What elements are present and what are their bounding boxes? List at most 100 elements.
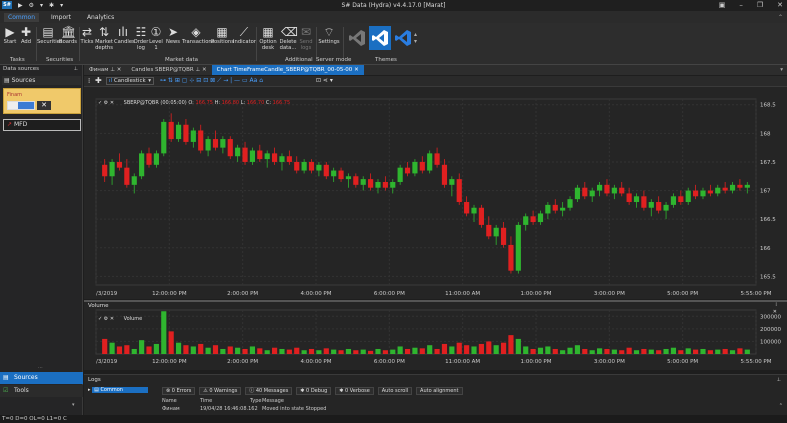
remove-source-button[interactable]: ✕ (37, 101, 51, 110)
close-icon[interactable]: ✕ (116, 67, 122, 73)
filter-warnings[interactable]: ⚠ 0 Warnings (199, 387, 242, 395)
order-log-button[interactable]: ☷ Order log (133, 25, 149, 51)
level1-button[interactable]: ① Level 1 (149, 25, 163, 51)
source-card-finam[interactable]: Finam ✕ (3, 88, 81, 114)
play-icon[interactable]: ▶ (18, 1, 23, 9)
splitter-grip[interactable]: ⋯ (38, 365, 43, 371)
option-desk-button[interactable]: ▦ Option desk (259, 25, 277, 51)
volume-x-tick-label: 6:00:00 PM (374, 359, 405, 365)
start-button[interactable]: ▶ Start (3, 25, 17, 45)
nav-tools[interactable]: ☑ Tools (0, 385, 83, 397)
auto-scroll-toggle[interactable]: Auto scroll (377, 387, 413, 395)
send-logs-button[interactable]: ✉ Send logs (299, 25, 313, 51)
filter-messages[interactable]: ⓘ 40 Messages (245, 387, 293, 395)
expand-icon[interactable]: ▸ (88, 387, 91, 393)
nav-sources[interactable]: ▤ Sources (0, 372, 83, 384)
source-item-mfd[interactable]: ↗ MFD (3, 119, 81, 131)
volume-x-tick-label: 5:55:00 PM (740, 359, 771, 365)
settings-button[interactable]: ⌔ Settings (318, 25, 340, 45)
volume-chart[interactable]: 300000 200000 100000/3/2019 12:00:00 PM 2:00… (84, 302, 787, 370)
candle-body (301, 161, 307, 171)
col-name[interactable]: Name (162, 398, 177, 404)
filter-debug[interactable]: ✱ 0 Debug (296, 387, 332, 395)
crosshair-tool-icon[interactable]: ⊶ ⇅ ⊞ ▢ ⊹ ⊟ ⊡ ⊠ ⟋ → | — ▭ Aa ⌂ (160, 77, 264, 84)
pin-icon[interactable]: ⊥ (195, 67, 201, 73)
pin-icon[interactable]: ⊥ (73, 66, 78, 72)
volume-bar (279, 348, 285, 354)
maximize-button[interactable]: ❐ (756, 1, 764, 9)
level1-icon: ① (150, 25, 162, 39)
transactions-button[interactable]: ◈ Transactions (182, 25, 215, 45)
ticks-button[interactable]: ⇄ Ticks (80, 25, 94, 45)
theme-gallery-expand-icon[interactable]: ▴ ▾ (414, 31, 418, 45)
minimize-button[interactable]: – (739, 1, 743, 9)
legend-controls[interactable]: ✓ ⚙ ✕ (98, 316, 115, 322)
news-button[interactable]: ➤ News (165, 25, 181, 45)
theme-selected[interactable] (369, 26, 391, 50)
candles-button[interactable]: ılı Candles (114, 25, 135, 45)
chevron-down-icon[interactable]: ▾ (60, 1, 64, 9)
tab-common[interactable]: Common (4, 12, 40, 22)
auto-alignment-toggle[interactable]: Auto alignment (416, 387, 463, 395)
positions-button[interactable]: ▦ Positions (211, 25, 234, 45)
restore-layout-icon[interactable]: ▣ (718, 1, 726, 9)
theme-vs-light-icon[interactable] (393, 28, 413, 48)
extensions-icon[interactable]: ✱ (49, 1, 55, 9)
candle-body (227, 139, 233, 157)
ribbon: ▶ Start ✚ Add ▤ Securities 🏛 Boards ⇄ Ticks ⇅… (0, 23, 787, 65)
doc-tab-finam[interactable]: Финам ⊥ ✕ (89, 67, 122, 73)
pin-icon[interactable]: ⊥ (776, 377, 781, 383)
indicator-button[interactable]: ⟋ Indicator (233, 25, 256, 45)
chart-style-select[interactable]: ıl Candlestick ▾ (106, 77, 154, 85)
transactions-icon: ◈ (191, 25, 201, 39)
screenshot-icon[interactable]: ⊡ ⋖ ▾ (316, 77, 333, 84)
candle-body (700, 190, 706, 197)
filter-errors[interactable]: ⊗ 0 Errors (162, 387, 196, 395)
col-time[interactable]: Time (200, 398, 213, 404)
candles-icon: ılı (117, 25, 128, 39)
volume-x-tick-label: 5:00:00 PM (667, 359, 698, 365)
candle-body (715, 187, 721, 194)
collapse-ribbon-icon[interactable]: ⌃ (777, 13, 783, 21)
log-source-common[interactable]: ▤ Common (92, 387, 149, 393)
doc-tab-chart[interactable]: Chart TimeFrameCandle_SBERP@TQBR_00-05-0… (211, 65, 364, 75)
securities-button[interactable]: ▤ Securities (37, 25, 63, 45)
delete-data-button[interactable]: ⌫ Delete data... (279, 25, 298, 51)
tabs-dropdown-icon[interactable]: ▾ (780, 67, 783, 73)
close-icon[interactable]: ✕ (202, 67, 207, 73)
drag-handle-icon[interactable]: ⁞ (88, 77, 91, 85)
sources-header[interactable]: ▤ Sources (2, 76, 81, 85)
price-chart-panel[interactable]: 168.5 168 167.5 167 166.5 166 165.5/3/2019 12:0… (84, 87, 787, 299)
tab-import[interactable]: Import (51, 13, 71, 21)
pin-icon[interactable]: ⊥ (110, 67, 115, 73)
price-chart[interactable]: 168.5 168 167.5 167 166.5 166 165.5/3/2019 12:0… (84, 87, 787, 299)
col-type[interactable]: Type (250, 398, 262, 404)
gear-icon[interactable]: ⚙ (28, 1, 35, 9)
volume-chart-panel[interactable]: Volume ⁞ ✕ 300000 200000 100000/3/2019 12:0… (84, 300, 787, 370)
overflow-icon[interactable]: ▾ (72, 402, 75, 408)
market-depths-button[interactable]: ⇅ Market depths (95, 25, 113, 51)
tab-analytics[interactable]: Analytics (86, 13, 115, 21)
close-button[interactable]: ✕ (777, 1, 783, 9)
col-message[interactable]: Message (262, 398, 284, 404)
status-bar: T=0 D=0 OL=0 L1=0 C (0, 415, 787, 423)
candle-body (235, 147, 241, 157)
theme-vs-dark-icon[interactable] (347, 28, 367, 48)
add-button[interactable]: ✚ Add (20, 25, 32, 45)
depth-icon: ⇅ (98, 25, 110, 39)
boards-button[interactable]: 🏛 Boards (59, 25, 77, 45)
legend-controls[interactable]: ✓ ⚙ ✕ (98, 100, 115, 106)
scroll-up-icon[interactable]: ⌃ (778, 403, 783, 409)
chevron-down-icon[interactable]: ▾ (40, 1, 44, 9)
panel-menu-icon[interactable]: ⁞ (775, 302, 777, 308)
close-icon[interactable]: ✕ (772, 309, 777, 315)
candle-body (345, 176, 352, 180)
window-controls: ▣ – ❐ ✕ (719, 1, 783, 9)
bug-icon: ✱ (300, 388, 305, 394)
volume-bar (456, 342, 462, 354)
add-element-icon[interactable]: ✚ (95, 76, 102, 85)
close-icon[interactable]: ✕ (354, 67, 359, 73)
candle-body (464, 202, 470, 214)
filter-verbose[interactable]: ✱ 0 Verbose (335, 387, 374, 395)
doc-tab-candles[interactable]: Candles SBERP@TQBR ⊥ ✕ (131, 67, 207, 73)
